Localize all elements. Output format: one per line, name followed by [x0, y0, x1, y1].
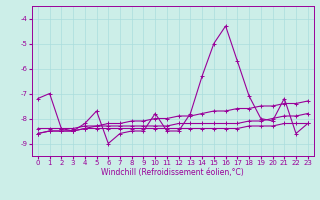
X-axis label: Windchill (Refroidissement éolien,°C): Windchill (Refroidissement éolien,°C)	[101, 168, 244, 177]
